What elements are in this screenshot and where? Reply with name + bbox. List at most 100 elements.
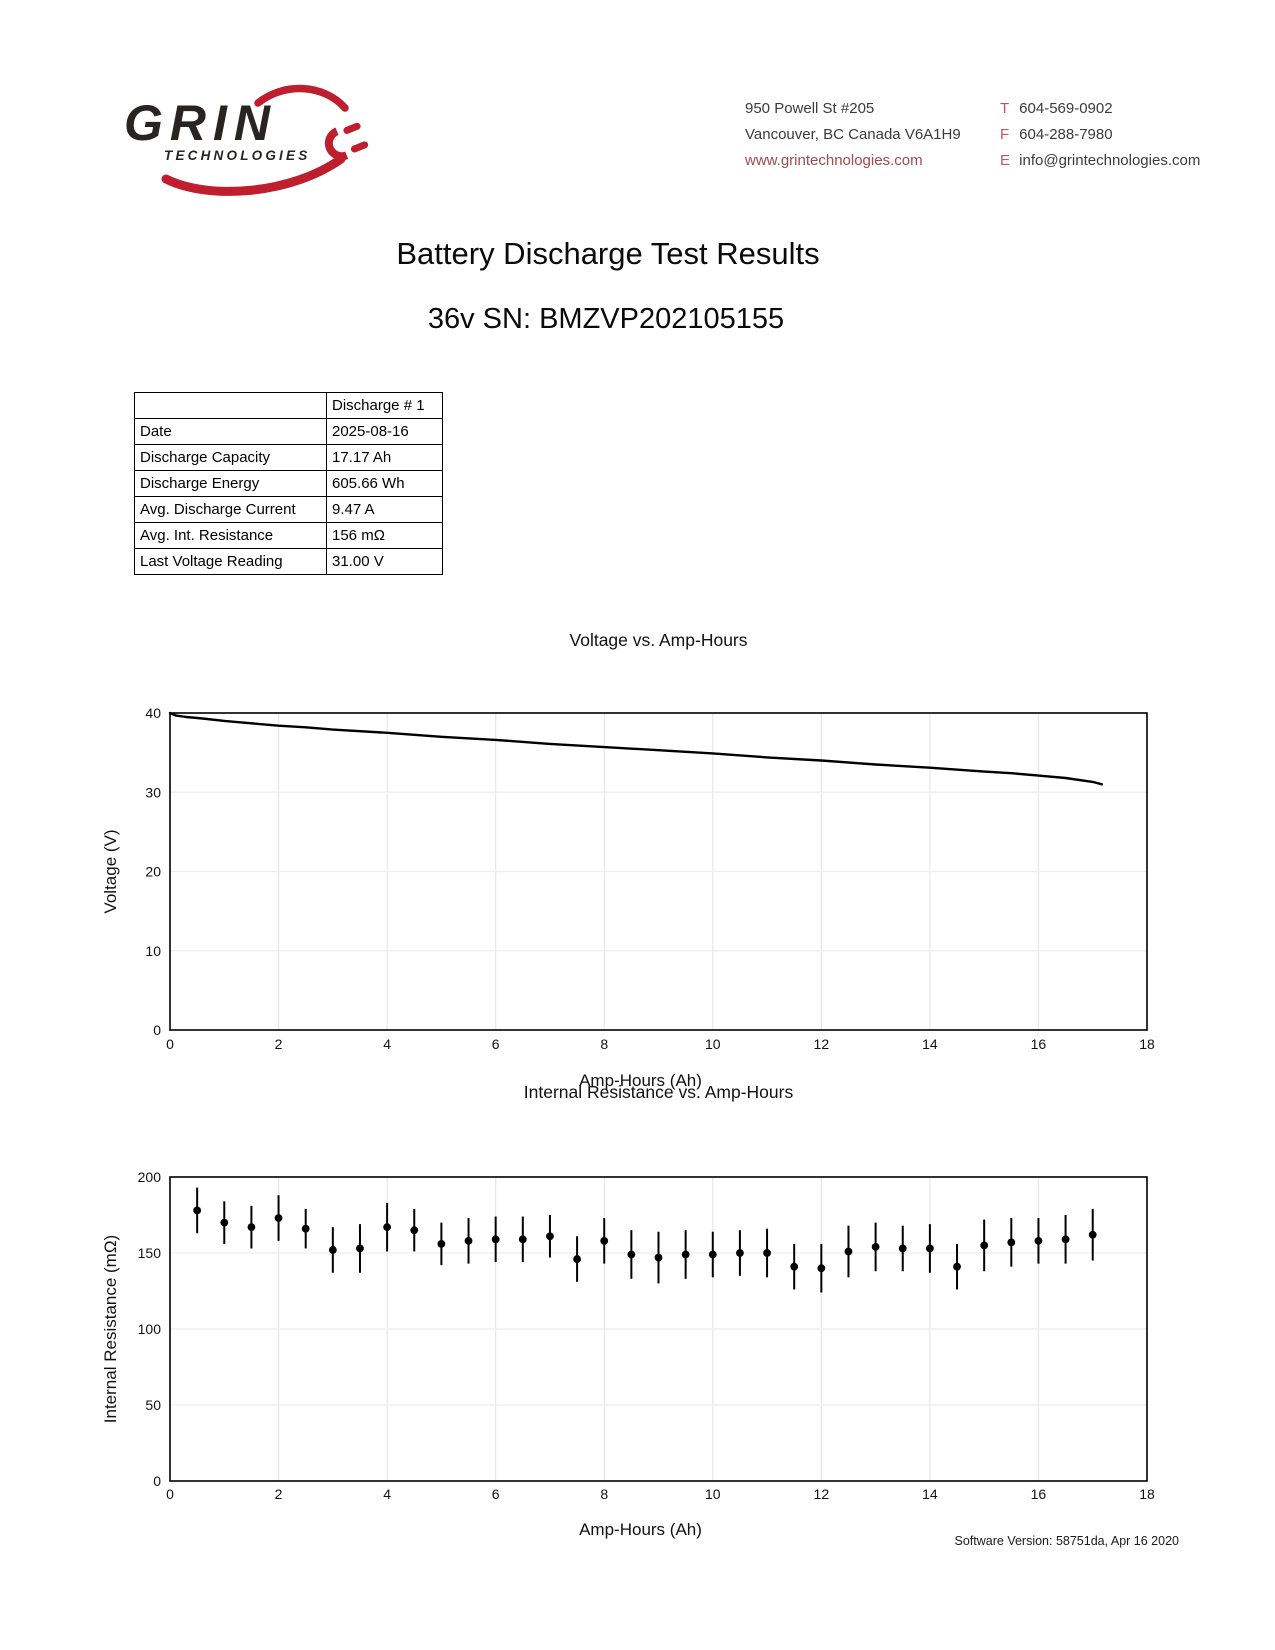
table-row: Last Voltage Reading 31.00 V bbox=[134, 548, 443, 575]
data-point bbox=[681, 1250, 690, 1259]
address-line2: Vancouver, BC Canada V6A1H9 bbox=[745, 126, 961, 143]
table-row: Discharge Capacity 17.17 Ah bbox=[134, 444, 443, 471]
x-tick-label: 4 bbox=[383, 1036, 391, 1052]
data-point bbox=[925, 1244, 934, 1253]
logo-wordmark: GRIN bbox=[124, 95, 277, 151]
email-address[interactable]: info@grintechnologies.com bbox=[1019, 152, 1201, 169]
data-point bbox=[301, 1224, 310, 1233]
x-tick-label: 16 bbox=[1031, 1486, 1047, 1502]
x-tick-label: 6 bbox=[492, 1036, 500, 1052]
x-tick-label: 12 bbox=[814, 1036, 830, 1052]
email-line: E info@grintechnologies.com bbox=[1000, 148, 1200, 174]
table-header-row: Discharge # 1 bbox=[134, 392, 443, 419]
data-point bbox=[980, 1241, 989, 1250]
data-point bbox=[600, 1236, 609, 1245]
y-tick-label: 150 bbox=[138, 1245, 162, 1261]
x-tick-label: 8 bbox=[600, 1036, 608, 1052]
y-tick-label: 50 bbox=[145, 1397, 161, 1413]
fax-prefix: F bbox=[1000, 126, 1010, 143]
x-tick-label: 10 bbox=[705, 1036, 721, 1052]
data-point bbox=[464, 1236, 473, 1245]
data-point bbox=[953, 1262, 961, 1271]
data-point bbox=[898, 1244, 907, 1253]
y-tick-label: 200 bbox=[138, 1169, 162, 1185]
data-point bbox=[1007, 1238, 1016, 1247]
x-tick-label: 14 bbox=[922, 1036, 938, 1052]
x-tick-label: 18 bbox=[1139, 1036, 1155, 1052]
data-point bbox=[790, 1262, 799, 1271]
y-tick-label: 100 bbox=[138, 1321, 162, 1337]
x-axis-label: Amp-Hours (Ah) bbox=[579, 1520, 702, 1539]
fax-number: 604-288-7980 bbox=[1019, 126, 1113, 143]
table-row: Discharge Energy 605.66 Wh bbox=[134, 470, 443, 497]
plug-icon bbox=[324, 122, 369, 161]
logo-top-arc bbox=[254, 84, 349, 112]
x-tick-label: 6 bbox=[492, 1486, 500, 1502]
data-point bbox=[274, 1214, 283, 1222]
voltage-chart: 0 2 4 6 8 10 12 14 16 18 0 10 20 30 40 Voltage vs. Amp-… bbox=[101, 630, 1155, 1090]
address-line1: 950 Powell St #205 bbox=[745, 100, 875, 117]
email-prefix: E bbox=[1000, 152, 1011, 169]
x-axis-label: Amp-Hours (Ah) bbox=[579, 1071, 702, 1090]
y-tick-label: 0 bbox=[153, 1022, 161, 1038]
internal-resistance-chart: 0 2 4 6 8 10 12 14 16 18 0 50 100 150 200 Internal Resi… bbox=[101, 1082, 1155, 1539]
x-tick-label: 8 bbox=[600, 1486, 608, 1502]
plot-border bbox=[169, 1176, 1148, 1482]
header-discharge-cell: Discharge # 1 bbox=[326, 392, 443, 419]
chart-title: Internal Resistance vs. Amp-Hours bbox=[524, 1082, 794, 1102]
data-point bbox=[247, 1223, 256, 1232]
table-row: Avg. Int. Resistance 156 mΩ bbox=[134, 522, 443, 549]
logo-subtext: TECHNOLOGIES bbox=[164, 148, 310, 163]
data-point bbox=[844, 1247, 853, 1256]
fax-line: F 604-288-7980 bbox=[1000, 122, 1200, 148]
x-tick-label: 12 bbox=[814, 1486, 830, 1502]
data-point bbox=[491, 1235, 500, 1244]
data-point bbox=[654, 1253, 663, 1262]
data-point bbox=[383, 1223, 392, 1232]
table-row: Avg. Discharge Current 9.47 A bbox=[134, 496, 443, 523]
phone-line: T 604-569-0902 bbox=[1000, 96, 1200, 122]
website-link[interactable]: www.grintechnologies.com bbox=[745, 152, 923, 169]
grin-technologies-logo: GRIN TECHNOLOGIES bbox=[124, 84, 369, 196]
discharge-summary-table: Discharge # 1 Date 2025-08-16 Discharge … bbox=[134, 392, 443, 575]
data-point bbox=[546, 1232, 554, 1241]
data-point bbox=[1088, 1230, 1097, 1239]
data-point bbox=[763, 1249, 771, 1257]
x-tick-label: 14 bbox=[922, 1486, 938, 1502]
data-point bbox=[627, 1250, 636, 1259]
data-point bbox=[708, 1250, 717, 1259]
phone-number: 604-569-0902 bbox=[1019, 100, 1113, 117]
x-tick-label: 2 bbox=[275, 1036, 283, 1052]
x-tick-label: 0 bbox=[166, 1036, 174, 1052]
serial-subtitle: 36v SN: BMZVP202105155 bbox=[427, 303, 785, 335]
y-tick-label: 30 bbox=[145, 784, 161, 800]
x-tick-label: 10 bbox=[705, 1486, 721, 1502]
data-series-voltage bbox=[168, 711, 1104, 786]
x-tick-label: 0 bbox=[166, 1486, 174, 1502]
data-point bbox=[437, 1239, 446, 1248]
y-tick-label: 20 bbox=[145, 864, 161, 880]
software-version: Software Version: 58751da, Apr 16 2020 bbox=[954, 1534, 1179, 1548]
data-point bbox=[736, 1249, 744, 1257]
x-tick-label: 18 bbox=[1139, 1486, 1155, 1502]
data-point bbox=[518, 1235, 527, 1244]
y-tick-label: 10 bbox=[145, 943, 161, 959]
data-point bbox=[220, 1218, 229, 1227]
logo-bottom-arc bbox=[161, 154, 346, 196]
data-point bbox=[817, 1264, 826, 1273]
data-point bbox=[871, 1243, 880, 1251]
data-point bbox=[356, 1244, 364, 1253]
y-tick-label: 0 bbox=[153, 1473, 161, 1489]
data-point bbox=[193, 1206, 202, 1215]
x-tick-label: 16 bbox=[1031, 1036, 1047, 1052]
data-point bbox=[1034, 1236, 1043, 1245]
y-axis-label: Internal Resistance (mΩ) bbox=[101, 1235, 120, 1423]
page-title: Battery Discharge Test Results bbox=[396, 236, 820, 271]
plot-border bbox=[169, 712, 1148, 1031]
x-tick-label: 2 bbox=[275, 1486, 283, 1502]
header-empty-cell bbox=[134, 392, 327, 419]
y-axis-label: Voltage (V) bbox=[101, 829, 120, 913]
x-tick-label: 4 bbox=[383, 1486, 391, 1502]
data-point bbox=[328, 1246, 337, 1254]
